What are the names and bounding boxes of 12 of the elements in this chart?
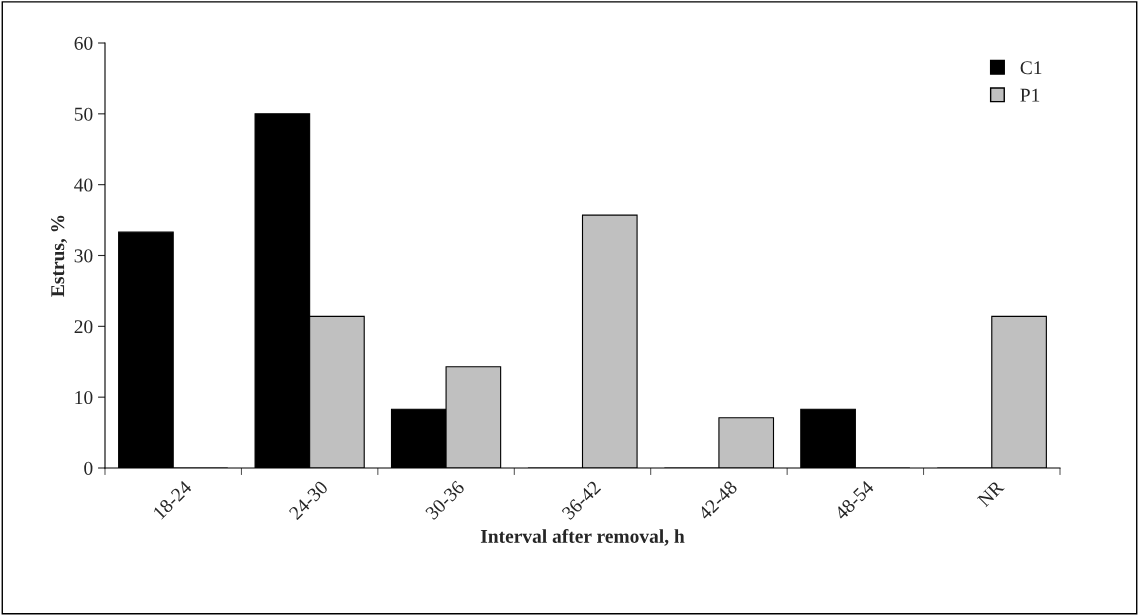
y-tick-label: 50	[74, 107, 93, 121]
y-tick-label: 40	[74, 178, 93, 192]
x-axis-title: Interval after removal, h	[480, 529, 685, 546]
x-tick-label: NR	[976, 479, 1005, 508]
y-tick-label: 20	[74, 320, 93, 334]
y-tick-label: 30	[74, 249, 93, 263]
y-tick-label: 60	[74, 36, 93, 50]
y-axis-title: Estrus, %	[51, 215, 68, 297]
y-tick-label: 10	[75, 390, 93, 405]
y-tick-label: 0	[84, 461, 93, 475]
legend-label: P1	[1020, 88, 1040, 102]
legend-label: C1	[1020, 61, 1042, 75]
